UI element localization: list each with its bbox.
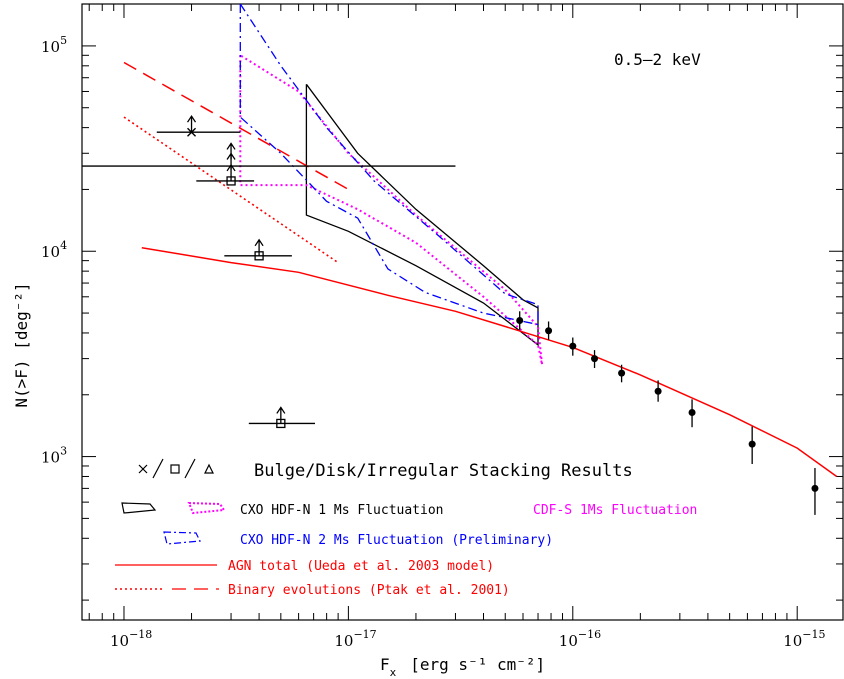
stacking-results — [156, 115, 316, 429]
legend-cdfs-label: CDF-S 1Ms Fluctuation — [533, 503, 697, 518]
legend-slash-1 — [152, 458, 164, 479]
lower-limit-arrow — [254, 238, 264, 256]
lower-limit-arrow — [226, 142, 236, 160]
x-tick-label: 10−18 — [110, 628, 152, 650]
legend-hdfn-2ms-swatch — [163, 531, 201, 545]
series-binary_dashed — [123, 61, 349, 191]
data-point — [545, 327, 553, 335]
tick-labels: 10−18 10−17 10−16 10−15 103 104 105 — [41, 34, 826, 650]
legend-x-marker-2 — [138, 464, 148, 474]
envelope-cdfs_1ms — [239, 54, 544, 366]
y-tick-label: 103 — [41, 445, 67, 467]
lower-limit-arrow — [276, 406, 286, 424]
legend-stacking-markers — [138, 458, 214, 479]
envelope-hdfn_1ms — [305, 83, 539, 347]
x-axis-title-main: F — [380, 655, 390, 674]
data-point — [618, 369, 626, 377]
legend-triangle-marker — [204, 463, 214, 474]
legend-hdfn-1ms-label: CXO HDF-N 1 Ms Fluctuation — [240, 503, 444, 518]
legend: Bulge/Disk/Irregular Stacking Results CX… — [115, 458, 697, 598]
data-point — [688, 408, 696, 416]
y-tick-label: 105 — [41, 34, 67, 56]
legend-agn-label: AGN total (Ueda et al. 2003 model) — [228, 559, 494, 574]
legend-hdfn-1ms-swatch — [121, 502, 157, 514]
x-tick-label: 10−15 — [783, 628, 825, 650]
x-tick-label: 10−16 — [559, 628, 601, 650]
data-point — [654, 387, 662, 395]
series-binary_dotted — [123, 116, 339, 264]
y-axis-title: N(>F) [deg⁻²] — [12, 282, 31, 407]
plot-frame — [81, 3, 844, 621]
energy-band-label: 0.5–2 keV — [614, 50, 701, 69]
data-point — [516, 316, 524, 324]
legend-cdfs-swatch — [187, 501, 226, 515]
x-axis-title: Fx [erg s⁻¹ cm⁻²] — [380, 655, 545, 679]
envelope-hdfn_2ms — [239, 4, 539, 326]
data-point — [748, 440, 756, 448]
data-point — [811, 484, 819, 492]
tick-marks — [82, 4, 843, 620]
x-axis-title-sub: x — [390, 666, 397, 679]
series-agn_total — [141, 246, 838, 478]
legend-square-marker — [170, 464, 180, 474]
data-point — [569, 342, 577, 350]
x-tick-label: 10−17 — [334, 628, 376, 650]
legend-stacking-label: Bulge/Disk/Irregular Stacking Results — [254, 461, 633, 481]
data-point — [591, 355, 599, 363]
legend-slash-2 — [184, 458, 196, 479]
axes-frame — [81, 3, 844, 621]
observed-counts — [516, 311, 819, 515]
legend-binary-label: Binary evolutions (Ptak et al. 2001) — [228, 583, 510, 598]
y-tick-label: 104 — [41, 239, 67, 261]
model-curves — [82, 61, 838, 478]
legend-hdfn-2ms-label: CXO HDF-N 2 Ms Fluctuation (Preliminary) — [240, 533, 553, 548]
fluctuation-envelopes — [239, 4, 544, 366]
lower-limit-arrow — [186, 115, 197, 133]
x-axis-title-units: [erg s⁻¹ cm⁻²] — [410, 655, 545, 674]
